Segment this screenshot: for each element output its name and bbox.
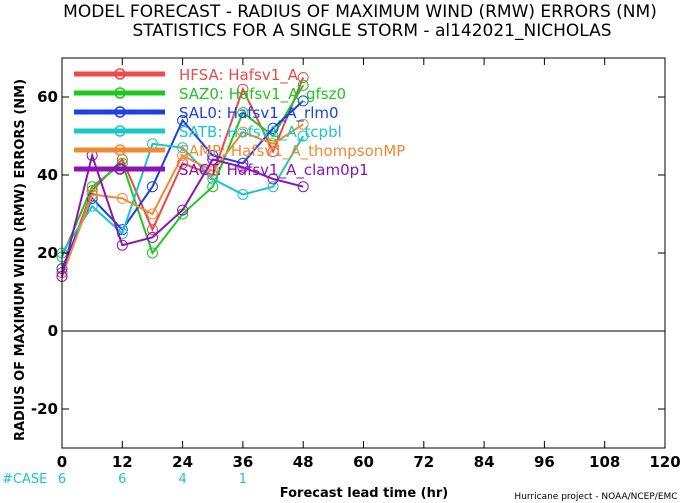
case-count: 6 — [118, 472, 126, 487]
x-tick-label: 0 — [57, 453, 67, 471]
data-point-sact — [116, 239, 128, 251]
x-tick-label: 84 — [474, 453, 495, 471]
legend-marker-saz0 — [114, 87, 126, 99]
data-point-sal0 — [146, 181, 158, 193]
data-point-saz0 — [297, 79, 309, 91]
data-point-satb — [116, 228, 128, 239]
data-point-sact — [146, 231, 158, 243]
y-tick-label: 40 — [37, 166, 58, 184]
case-label: #CASE — [2, 472, 47, 487]
data-point-saz0 — [146, 247, 158, 259]
data-point-samp — [86, 189, 98, 200]
data-point-satb — [207, 173, 219, 185]
data-point-sal0 — [177, 114, 189, 126]
y-tick-label: 60 — [37, 88, 58, 106]
series-line-saz0 — [61, 84, 305, 258]
case-count: 6 — [58, 472, 66, 487]
legend-marker-satb — [114, 125, 126, 137]
x-tick-label: 24 — [172, 453, 193, 471]
data-point-sal0 — [237, 157, 249, 169]
data-point-sact — [207, 153, 219, 165]
data-point-sact — [267, 173, 279, 185]
data-point-saz0 — [207, 181, 219, 193]
data-point-satb — [297, 130, 309, 142]
data-point-sact — [297, 181, 309, 193]
data-point-samp — [116, 192, 128, 204]
data-point-satb — [177, 142, 189, 154]
data-point-sal0 — [86, 192, 98, 204]
x-tick-label: 108 — [589, 453, 620, 471]
legend-marker-sact — [114, 163, 126, 175]
credit-label: Hurricane project - NOAA/NCEP/EMC — [514, 492, 677, 502]
y-tick-label: 0 — [48, 322, 58, 340]
series-line-hfsa — [61, 77, 305, 273]
data-point-saz0 — [237, 107, 249, 119]
x-tick-label: 12 — [112, 453, 133, 471]
data-point-samp — [267, 138, 279, 150]
case-count: 1 — [239, 472, 247, 487]
data-point-sact — [237, 161, 249, 173]
x-tick-label: 96 — [534, 453, 555, 471]
data-point-sact — [177, 204, 189, 216]
legend-label-hfsa: HFSA: Hafsv1_A — [179, 66, 299, 85]
chart-title: MODEL FORECAST - RADIUS OF MAXIMUM WIND … — [63, 2, 657, 22]
data-point-saz0 — [267, 130, 279, 142]
data-point-samp — [237, 126, 249, 138]
data-point-hfsa — [237, 83, 249, 95]
y-tick-label: 20 — [37, 244, 58, 262]
data-point-hfsa — [297, 72, 309, 83]
legend-label-samp: SAMP: Hafsv1_A_thompsonMP — [179, 142, 405, 161]
legend-marker-samp — [114, 144, 126, 156]
data-point-samp — [207, 165, 219, 177]
data-point-hfsa — [267, 146, 279, 158]
data-point-hfsa — [146, 224, 158, 236]
x-axis-label: Forecast lead time (hr) — [280, 486, 448, 501]
series-line-satb — [61, 135, 305, 254]
legend-marker-hfsa — [114, 68, 126, 80]
x-tick-label: 60 — [353, 453, 374, 471]
data-point-samp — [146, 208, 158, 220]
data-point-saz0 — [86, 181, 98, 193]
legend-label-satb: SATB: Hafsv1_A_tcpbl — [179, 123, 342, 142]
x-tick-label: 48 — [293, 453, 314, 471]
x-tick-label: 36 — [232, 453, 253, 471]
x-tick-label: 72 — [413, 453, 434, 471]
data-point-samp — [297, 118, 309, 130]
x-tick-label: 120 — [649, 453, 680, 471]
legend-label-sact: SACT: Hafsv1_A_clam0p1 — [179, 161, 369, 180]
series-line-samp — [61, 123, 304, 277]
legend-label-saz0: SAZ0: Hafsv1_A_gfsz0 — [179, 85, 346, 104]
case-count: 4 — [178, 472, 186, 487]
data-point-sal0 — [297, 95, 309, 107]
data-point-satb — [267, 181, 279, 193]
series-line-sact — [61, 151, 304, 277]
legend-label-sal0: SAL0: Hafsv1_A_rlm0 — [179, 104, 339, 123]
chart-subtitle: STATISTICS FOR A SINGLE STORM - al142021… — [132, 21, 611, 41]
data-point-sal0 — [267, 122, 279, 134]
legend-marker-sal0 — [114, 106, 126, 118]
y-axis-label: RADIUS OF MAXIMUM WIND (RMW) ERRORS (NM) — [13, 79, 28, 441]
data-point-samp — [177, 150, 189, 161]
y-tick-label: -20 — [31, 400, 58, 418]
data-point-satb — [237, 189, 249, 200]
